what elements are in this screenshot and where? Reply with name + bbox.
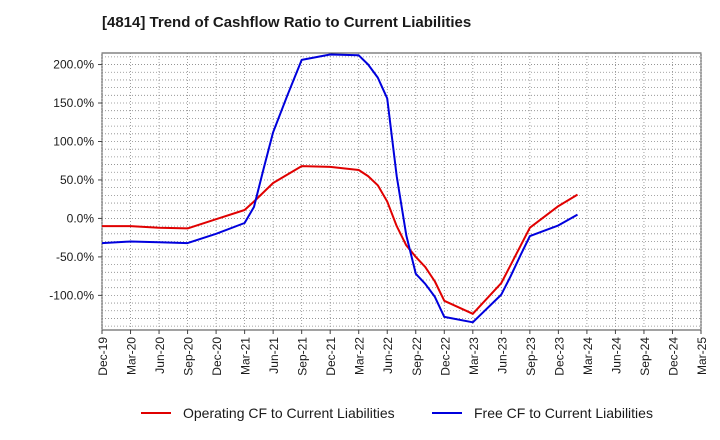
y-tick-label: 200.0% [53,58,94,72]
x-tick-label: Sep-21 [296,337,310,376]
y-tick-label: 150.0% [53,96,94,110]
x-tick-label: Mar-21 [239,337,253,375]
x-tick-label: Sep-20 [182,337,196,376]
x-tick-label: Dec-24 [666,337,680,376]
legend-label-operating-cf: Operating CF to Current Liabilities [183,405,395,421]
y-tick-label: 50.0% [60,173,94,187]
x-axis-ticks: Dec-19 Mar-20 Jun-20 Sep-20 Dec-20 Mar-21 Jun-… [96,330,709,376]
y-tick-label: -50.0% [56,250,94,264]
x-tick-label: Mar-20 [125,337,139,375]
legend-swatch-free-cf [432,412,462,414]
grid-lines [101,53,702,330]
x-tick-label: Jun-24 [609,337,623,374]
y-tick-label: -100.0% [49,288,94,302]
y-tick-label: 0.0% [67,211,95,225]
x-tick-label: Dec-23 [552,337,566,376]
x-tick-label: Mar-25 [695,337,709,375]
legend-item-operating-cf: Operating CF to Current Liabilities [141,405,395,421]
chart-title: [4814] Trend of Cashflow Ratio to Curren… [102,14,472,31]
x-tick-label: Mar-22 [353,337,367,375]
legend-label-free-cf: Free CF to Current Liabilities [474,405,653,421]
x-tick-label: Dec-21 [324,337,338,376]
x-tick-label: Dec-22 [438,337,452,376]
x-tick-label: Jun-20 [153,337,167,374]
y-tick-label: 100.0% [53,134,94,148]
series-line-free-cf [101,53,578,324]
x-tick-label: Sep-24 [638,337,652,376]
x-tick-label: Jun-21 [267,337,281,374]
x-tick-label: Mar-23 [467,337,481,375]
x-tick-label: Dec-19 [96,337,110,376]
x-tick-label: Sep-22 [410,337,424,376]
x-tick-label: Sep-23 [524,337,538,376]
y-axis-ticks: 200.0% 150.0% 100.0% 50.0% 0.0% -50.0% -100.0% [49,58,102,302]
series-lines [101,53,579,324]
legend-item-free-cf: Free CF to Current Liabilities [432,405,653,421]
x-tick-label: Jun-23 [495,337,509,374]
x-tick-label: Mar-24 [581,337,595,375]
x-tick-label: Jun-22 [381,337,395,374]
legend-swatch-operating-cf [141,412,171,414]
plot-area [101,52,702,331]
x-tick-label: Dec-20 [210,337,224,376]
series-line-operating-cf [102,165,579,315]
